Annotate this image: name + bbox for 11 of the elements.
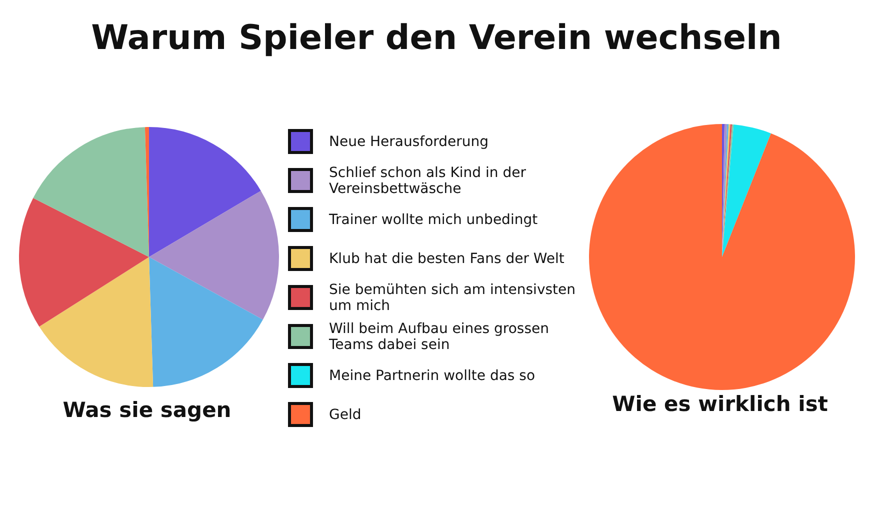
legend-label: Neue Herausforderung [329, 134, 489, 150]
legend-label: Schlief schon als Kind in der Vereinsbettwäsche [329, 164, 527, 196]
chart-title: Warum Spieler den Verein wechseln [90, 18, 783, 58]
legend-label: Klub hat die besten Fans der Welt [329, 250, 564, 266]
legend-label: Will beim Aufbau eines grossen Teams dabei sein [329, 320, 550, 352]
legend-label: Meine Partnerin wollte das so [329, 368, 536, 384]
legend-label: Sie bemühten sich am intensivsten um mich [329, 282, 576, 314]
text: Was sie sagen [62, 398, 232, 422]
legend-label: Trainer wollte mich unbedingt [329, 212, 538, 228]
text: Wie es wirklich ist [611, 392, 829, 416]
legend-label: Geld [329, 406, 362, 422]
